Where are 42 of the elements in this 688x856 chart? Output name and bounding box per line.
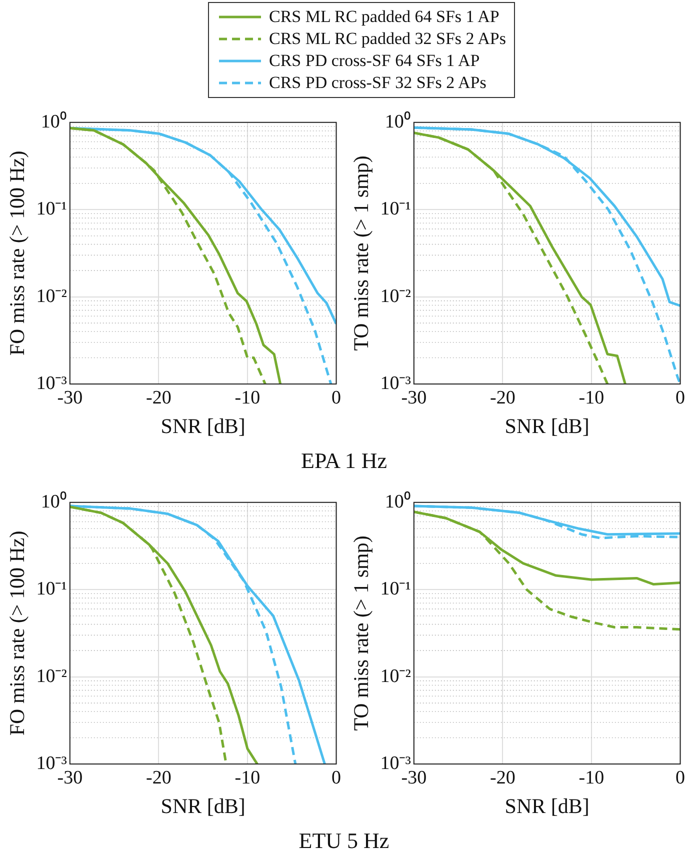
x-axis-title: SNR [dB] xyxy=(160,794,246,818)
x-tick-label: -20 xyxy=(490,767,516,788)
y-tick-label: 10⁰ xyxy=(384,490,411,512)
y-tick-label: 10⁻¹ xyxy=(380,578,412,600)
y-tick-label: 10⁰ xyxy=(40,110,67,132)
y-tick-label: 10⁻¹ xyxy=(36,578,68,600)
x-tick-label: 0 xyxy=(676,387,685,408)
x-tick-label: -10 xyxy=(578,387,604,408)
x-tick-label: -20 xyxy=(146,767,172,788)
y-tick-label: 10⁻² xyxy=(36,666,68,687)
x-axis-title: SNR [dB] xyxy=(504,414,590,438)
y-tick-label: 10⁻² xyxy=(380,286,412,307)
y-axis-title: TO miss rate (> 1 smp) xyxy=(349,536,374,731)
x-tick-label: -30 xyxy=(401,387,427,408)
x-tick-label: -10 xyxy=(578,767,604,788)
y-tick-label: 10⁰ xyxy=(40,490,67,512)
text: EPA 1 Hz xyxy=(300,448,388,474)
x-tick-label: 0 xyxy=(332,387,341,408)
legend-label: CRS ML RC padded 64 SFs 1 AP xyxy=(269,7,500,27)
x-tick-label: 0 xyxy=(676,767,685,788)
x-tick-label: 0 xyxy=(332,767,341,788)
y-axis-title: FO miss rate (> 100 Hz) xyxy=(5,530,30,736)
y-axis-title: TO miss rate (> 1 smp) xyxy=(349,156,374,351)
y-tick-label: 10⁻² xyxy=(380,666,412,687)
y-tick-label: 10⁻² xyxy=(36,286,68,307)
y-tick-label: 10⁻¹ xyxy=(36,198,68,220)
y-axis-title: FO miss rate (> 100 Hz) xyxy=(5,150,30,356)
text: ETU 5 Hz xyxy=(298,828,390,854)
x-tick-label: -20 xyxy=(490,387,516,408)
y-tick-label: 10⁻¹ xyxy=(380,198,412,220)
x-tick-label: -10 xyxy=(234,387,260,408)
y-tick-label: 10⁰ xyxy=(384,110,411,132)
x-axis-title: SNR [dB] xyxy=(160,414,246,438)
legend-label: CRS PD cross-SF 64 SFs 1 AP xyxy=(269,51,480,71)
x-tick-label: -30 xyxy=(57,767,83,788)
x-tick-label: -30 xyxy=(401,767,427,788)
x-axis-title: SNR [dB] xyxy=(504,794,590,818)
x-tick-label: -10 xyxy=(234,767,260,788)
x-tick-label: -30 xyxy=(57,387,83,408)
x-tick-label: -20 xyxy=(146,387,172,408)
legend-label: CRS ML RC padded 32 SFs 2 APs xyxy=(269,29,506,49)
legend-label: CRS PD cross-SF 32 SFs 2 APs xyxy=(269,73,486,93)
